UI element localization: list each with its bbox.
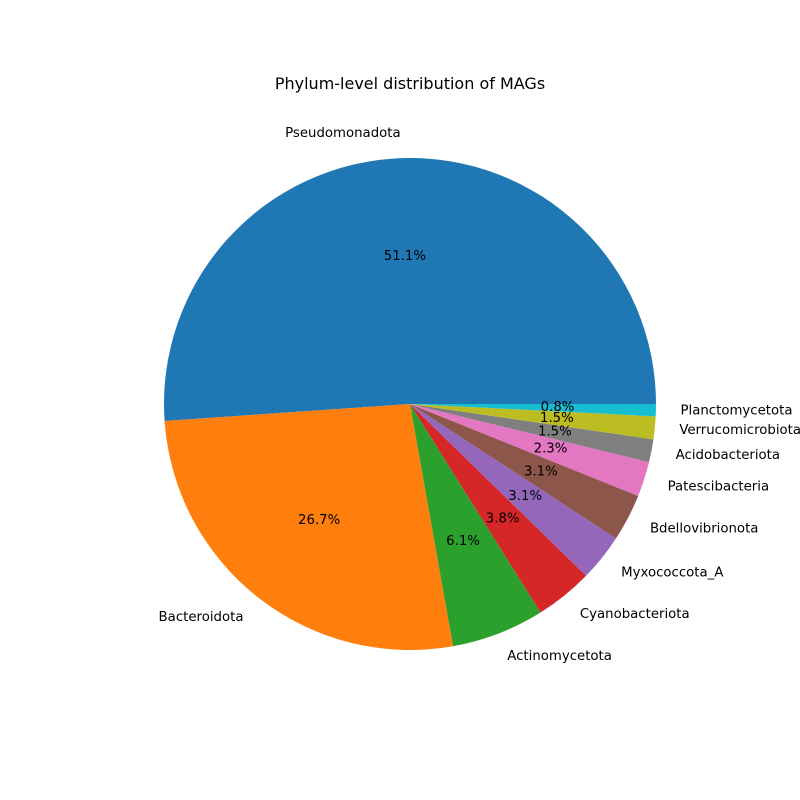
percentage-label: 51.1% [384, 249, 426, 264]
slice-label: Bacteroidota [159, 610, 244, 625]
slice-label: Patescibacteria [668, 479, 770, 494]
slice-label: Actinomycetota [507, 649, 612, 664]
pie-slice-verrucomicrobiota [410, 404, 656, 440]
slice-labels: Pseudomonadota Bacteroidota Actinomycetota… [159, 126, 800, 664]
percentage-label: 0.8% [541, 400, 575, 415]
pie-slice-actinomycetota [410, 404, 541, 647]
pie-slice-cyanobacteriota [410, 404, 587, 613]
pie-slice-bdellovibrionota [410, 404, 639, 539]
slice-label: Bdellovibrionota [650, 522, 759, 537]
pie-slices [163, 157, 656, 650]
slice-label: Verrucomicrobiota [679, 423, 800, 438]
percentage-label: 6.1% [446, 534, 480, 549]
percentage-label: 1.5% [538, 425, 572, 440]
slice-label: Myxococcota_A [621, 566, 723, 581]
slice-label: Planctomycetota [681, 403, 793, 418]
percentage-label: 26.7% [298, 513, 340, 528]
pie-slice-planctomycetota [410, 404, 656, 417]
pie-slice-pseudomonadota [163, 157, 656, 421]
percentage-label: 3.1% [508, 489, 542, 504]
percentage-label: 3.1% [524, 465, 558, 480]
percentage-label: 2.3% [534, 442, 568, 457]
pie-slice-acidobacteriota [410, 404, 654, 463]
percentage-label: 1.5% [540, 411, 574, 426]
slice-label: Pseudomonadota [285, 126, 401, 141]
slice-label: Cyanobacteriota [580, 607, 690, 622]
percentage-labels: 51.1%26.7%6.1%3.8%3.1%3.1%2.3%1.5%1.5%0.… [298, 249, 574, 549]
pie-slice-patescibacteria [410, 404, 650, 496]
chart-title: Phylum-level distribution of MAGs [275, 74, 545, 93]
slice-label: Acidobacteriota [676, 448, 780, 463]
pie-slice-bacteroidota [164, 404, 454, 650]
percentage-label: 3.8% [486, 511, 520, 526]
pie-slice-myxococcota-a [410, 404, 617, 576]
